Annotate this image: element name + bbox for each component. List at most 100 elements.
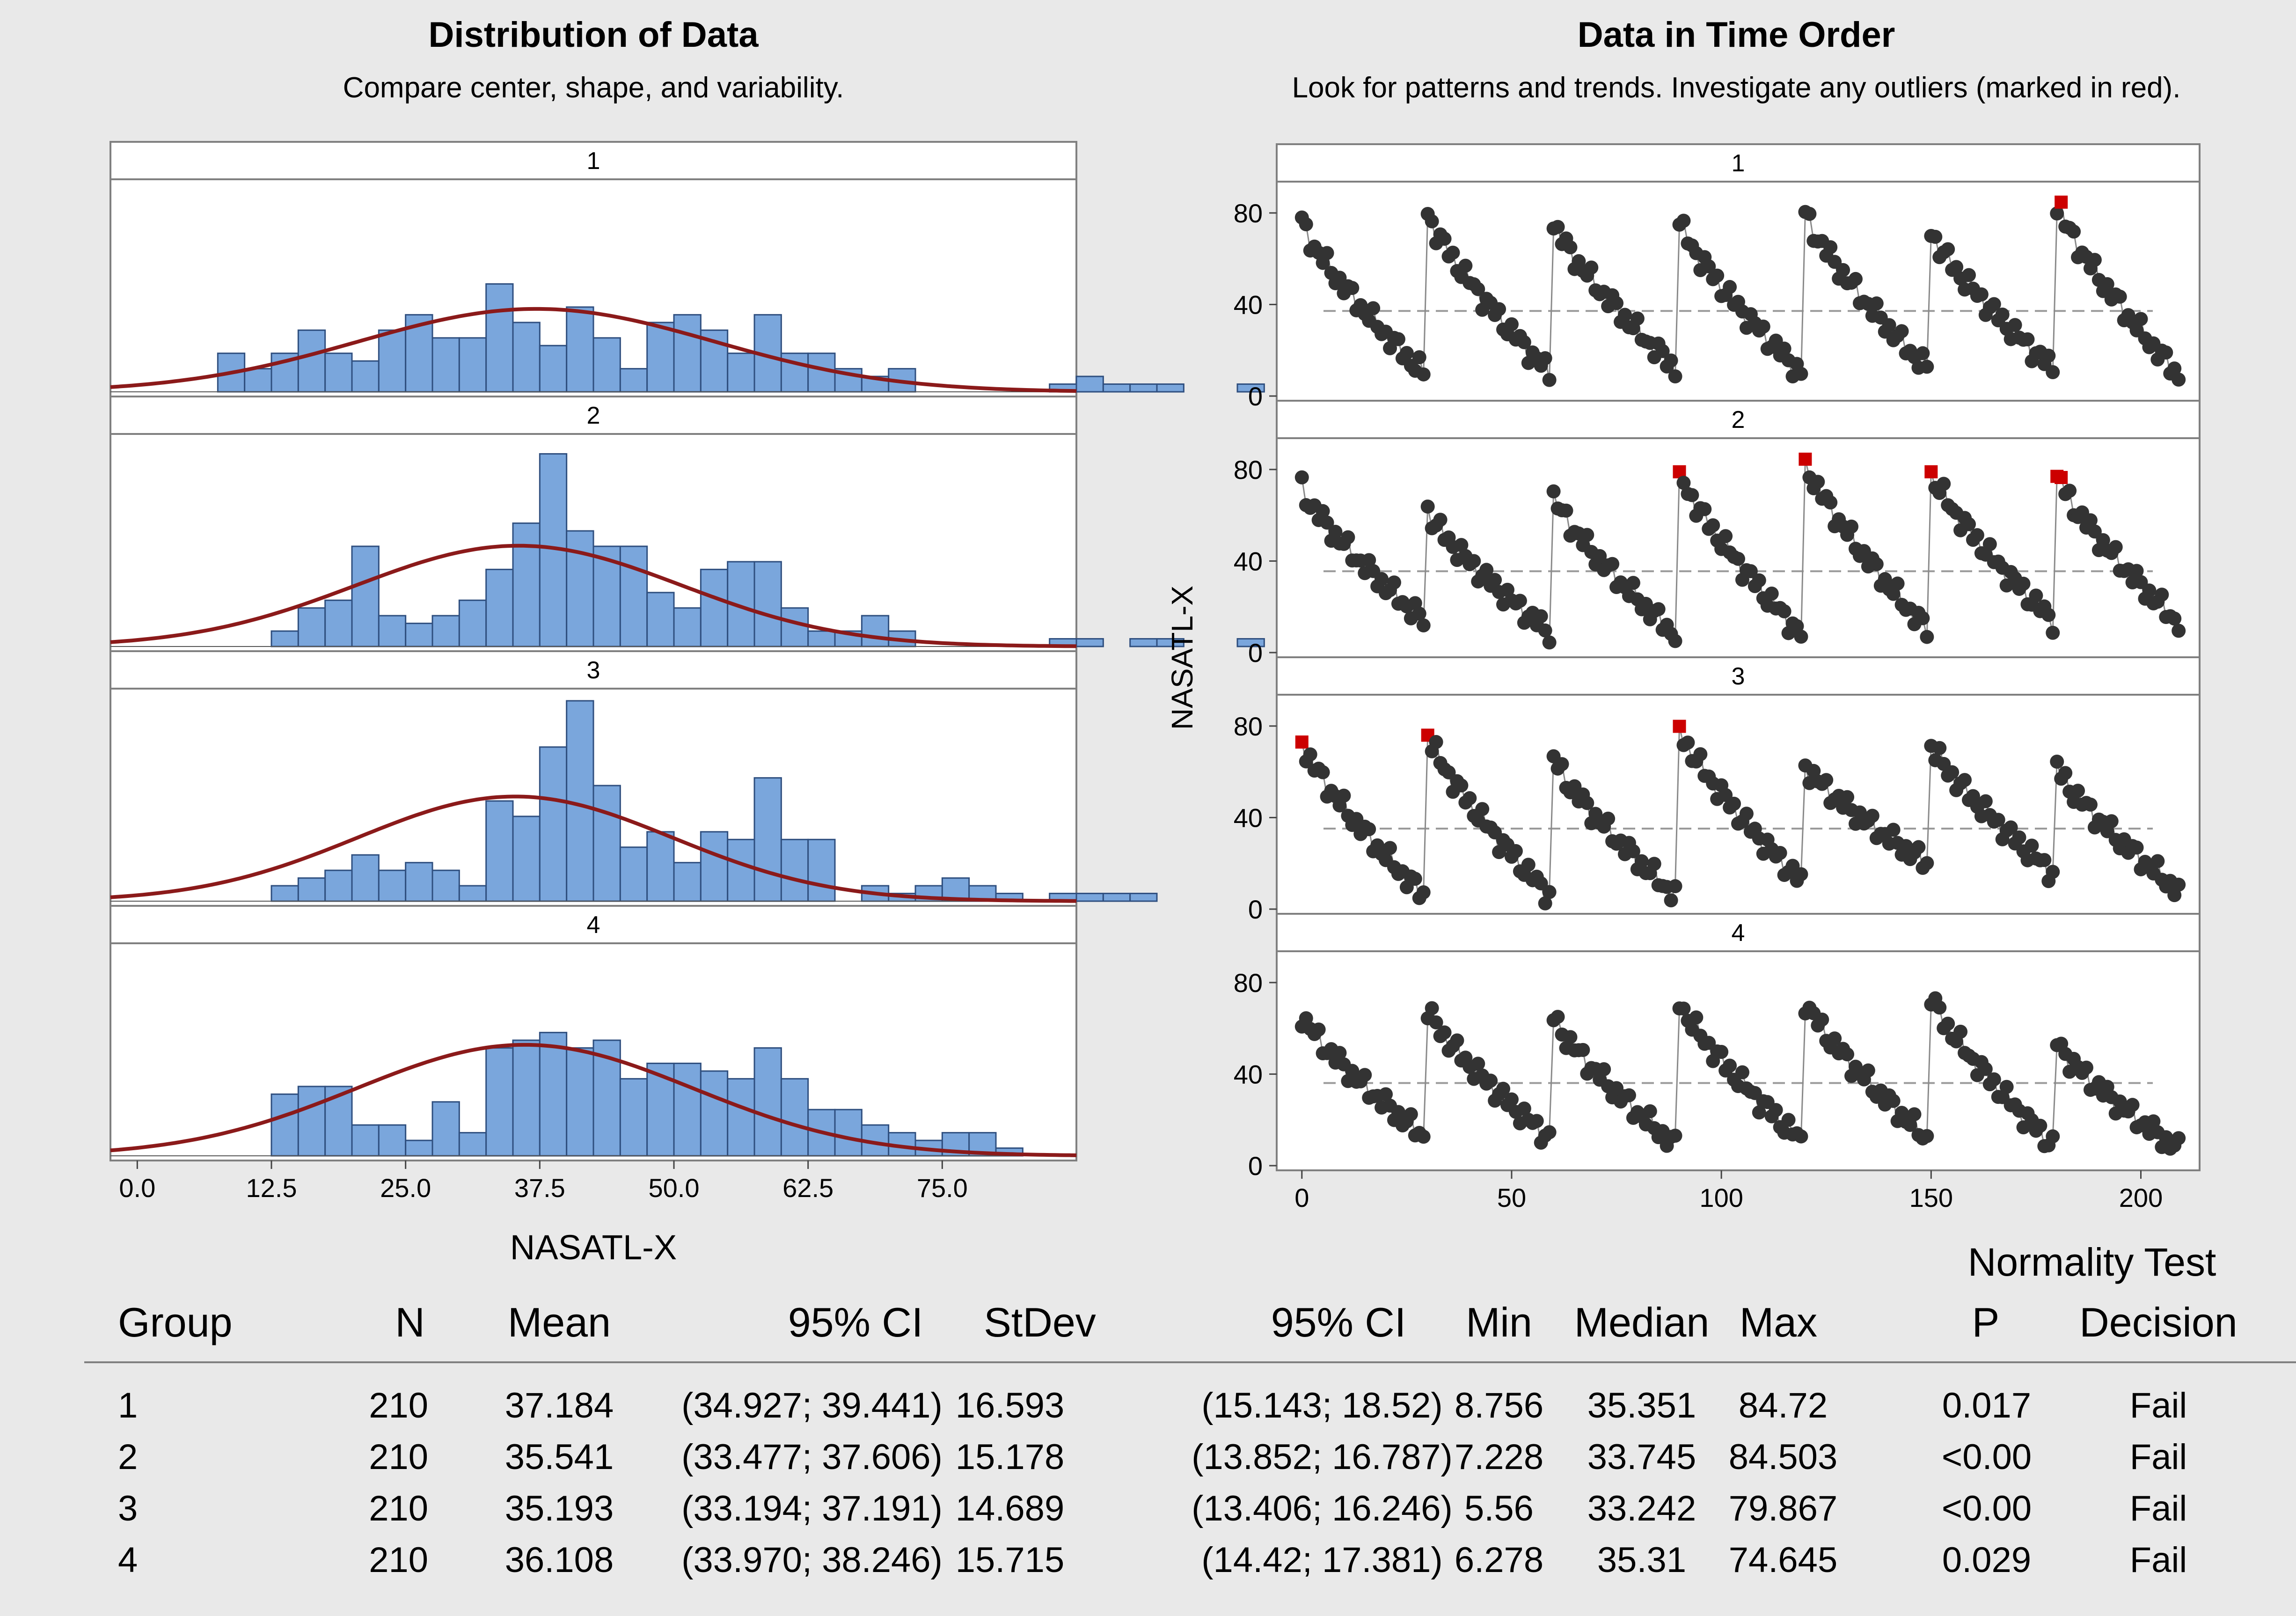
panel-strip — [1276, 143, 2201, 183]
data-point — [1429, 1015, 1443, 1029]
x-tick-label: 12.5 — [246, 1173, 297, 1203]
data-point — [1626, 844, 1640, 859]
data-point — [1542, 885, 1557, 899]
y-tick-label: 40 — [1234, 803, 1263, 832]
data-point — [1769, 1103, 1783, 1117]
normality-test-header: Normality Test — [1968, 1240, 2216, 1284]
data-point — [2146, 1114, 2161, 1129]
data-point — [1999, 1080, 2014, 1094]
data-point — [1932, 741, 1947, 755]
data-point — [1702, 1036, 1716, 1050]
histogram-bar — [1075, 638, 1104, 647]
data-point — [2046, 365, 2060, 380]
data-point — [1920, 360, 1934, 374]
data-point — [1437, 1025, 1452, 1040]
data-point — [2167, 611, 2182, 626]
x-tick-label: 150 — [1909, 1183, 1953, 1212]
table-cell: Fail — [2130, 1489, 2187, 1528]
table-cell: 14.689 — [956, 1489, 1064, 1528]
data-point — [1362, 553, 1376, 567]
panel-strip — [110, 650, 1077, 690]
histogram-bar — [485, 800, 514, 902]
y-tick-label: 40 — [1234, 546, 1263, 576]
histogram-bar — [1236, 383, 1265, 393]
x-tick-label: 25.0 — [380, 1173, 431, 1203]
histogram-bar — [431, 615, 460, 647]
table-cell: (34.927; 39.441) — [681, 1386, 943, 1425]
column-header-max: Max — [1740, 1299, 1817, 1345]
table-cell: 5.56 — [1464, 1489, 1534, 1528]
data-point — [1467, 554, 1481, 568]
data-point — [1865, 808, 1879, 823]
histogram-bar — [1236, 638, 1265, 647]
histogram-bar — [566, 530, 594, 647]
data-point — [1546, 484, 1561, 499]
panel-label: 3 — [1732, 663, 1745, 690]
data-point — [1823, 240, 1838, 255]
data-point — [2025, 838, 2039, 853]
data-point — [1991, 813, 2005, 827]
data-point — [1593, 549, 1607, 563]
data-point — [1970, 528, 1984, 543]
data-point — [1777, 341, 1791, 356]
data-point — [2046, 625, 2060, 640]
panel-strip — [110, 905, 1077, 944]
data-point — [1655, 344, 1670, 358]
histogram-panels: 1 2 3 4 0.0 12.5 25.0 37.5 50.0 62.5 75.0 — [110, 141, 1265, 1203]
table-cell: 2 — [118, 1437, 138, 1477]
data-point — [1890, 576, 1905, 591]
histogram-bar — [431, 869, 460, 902]
data-point — [1311, 1022, 1326, 1037]
column-header-stdev: StDev — [984, 1299, 1096, 1345]
data-point — [1332, 1046, 1347, 1060]
data-point — [1840, 790, 1855, 804]
data-point — [1735, 1065, 1749, 1080]
histogram-bar — [351, 1124, 380, 1157]
histogram-bar — [539, 1032, 568, 1157]
histogram-bar — [646, 831, 675, 902]
histogram-bar — [324, 353, 353, 393]
time-order-y-axis-label: NASATL-X — [1165, 586, 1199, 730]
data-point — [1441, 765, 1456, 779]
data-point — [1894, 324, 1909, 338]
data-point — [1404, 1107, 1418, 1122]
histogram-bar — [431, 1101, 460, 1157]
data-point — [1752, 573, 1766, 588]
table-cell: 3 — [118, 1489, 138, 1528]
outlier-point — [2055, 471, 2068, 484]
data-point — [2050, 754, 2064, 769]
data-point — [1420, 499, 1435, 514]
histogram-bar — [458, 599, 487, 647]
data-point — [1316, 765, 1330, 779]
data-point — [1630, 311, 1645, 326]
histogram-bar — [378, 1124, 407, 1157]
data-point — [2155, 588, 2169, 602]
data-point — [2071, 784, 2085, 798]
histogram-bar — [700, 1070, 729, 1157]
panel-strip — [1276, 400, 2201, 439]
histogram-bar — [431, 337, 460, 393]
data-point — [1668, 634, 1682, 648]
table-cell: Fail — [2130, 1437, 2187, 1477]
histogram-bar — [700, 831, 729, 902]
data-point — [2087, 524, 2102, 539]
table-cell: 4 — [118, 1540, 138, 1580]
table-cell: 8.756 — [1455, 1386, 1543, 1425]
x-tick-label: 100 — [1699, 1183, 1743, 1212]
data-point — [1408, 872, 1422, 886]
table-cell: 210 — [369, 1489, 428, 1528]
table-cell: 1 — [118, 1386, 138, 1425]
histogram-bar — [807, 838, 836, 902]
data-point — [1538, 896, 1552, 911]
histogram-x-axis: 0.0 12.5 25.0 37.5 50.0 62.5 75.0 — [119, 1161, 968, 1203]
data-point — [1425, 214, 1439, 228]
histogram-group-4: 4 — [110, 905, 1077, 1161]
histogram-bar — [244, 368, 272, 393]
data-point — [1941, 1016, 1955, 1031]
data-point — [1550, 220, 1565, 234]
data-point — [1794, 867, 1808, 881]
data-point — [1387, 575, 1401, 590]
data-point — [1982, 537, 1997, 551]
outlier-point — [1799, 452, 1812, 466]
outlier-point — [1295, 735, 1309, 749]
